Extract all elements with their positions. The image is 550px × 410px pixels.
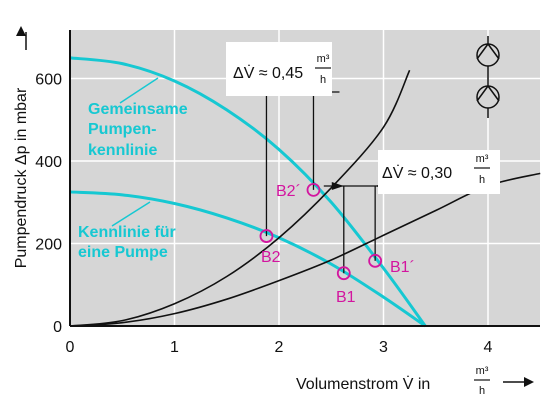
x-tick-labels: 0 1 2 3 4 bbox=[66, 339, 493, 356]
series-group bbox=[69, 56, 541, 328]
pump-symbol-icon bbox=[476, 36, 500, 118]
series-line-0 bbox=[69, 56, 427, 327]
y-tick-labels: 0 200 400 600 bbox=[35, 72, 62, 337]
x-tick-label-1: 1 bbox=[170, 339, 179, 356]
x-tick-label-0: 0 bbox=[66, 339, 75, 356]
y-tick-label-0: 0 bbox=[53, 319, 62, 336]
y-axis-label: Pumpendruck Δp in mbar bbox=[13, 87, 30, 268]
series-line-2 bbox=[69, 69, 411, 327]
y-axis-arrow bbox=[16, 26, 26, 36]
delta-right-label-bg bbox=[378, 150, 500, 194]
series-line-1 bbox=[69, 190, 427, 328]
delta-top-unit-num: m³ bbox=[317, 53, 330, 65]
dim-arrowhead-right-left bbox=[331, 182, 344, 190]
x-axis-label: Volumenstrom V̇ in bbox=[296, 375, 430, 393]
label-single-curve: Kennlinie für eine Pumpe bbox=[78, 224, 176, 261]
point-label-b2prime: B2´ bbox=[276, 183, 301, 200]
y-tick-label-1: 200 bbox=[35, 237, 62, 254]
delta-right-unit-den: h bbox=[479, 174, 485, 186]
delta-top-label: ΔV̇ ≈ 0,45 m³ h bbox=[226, 42, 332, 96]
point-label-b1: B1 bbox=[336, 289, 356, 306]
point-label-b2: B2 bbox=[261, 249, 281, 266]
operating-point-1 bbox=[306, 182, 321, 197]
delta-top-unit-den: h bbox=[320, 74, 326, 86]
x-axis-unit-den: h bbox=[479, 385, 485, 397]
label-single-line1: Kennlinie für bbox=[78, 224, 176, 241]
label-combined-curve: Gemeinsame Pumpen- kennlinie bbox=[88, 101, 188, 159]
leader-single bbox=[111, 201, 151, 227]
label-combined-line1: Gemeinsame bbox=[88, 101, 188, 118]
x-axis-arrow bbox=[524, 377, 534, 387]
operating-point-2 bbox=[336, 266, 351, 281]
leader-combined bbox=[119, 77, 159, 104]
delta-top-prefix: ΔV̇ ≈ 0,45 bbox=[233, 64, 303, 82]
x-tick-label-3: 3 bbox=[379, 339, 388, 356]
operating-point-0 bbox=[259, 229, 274, 243]
delta-top-label-bg bbox=[226, 42, 332, 96]
delta-right-prefix: ΔV̇ ≈ 0,30 bbox=[382, 164, 452, 182]
label-combined-line2: Pumpen- bbox=[88, 121, 156, 138]
operating-point-3 bbox=[368, 253, 383, 268]
x-axis-label-group: Volumenstrom V̇ in m³ h bbox=[296, 365, 534, 397]
x-tick-label-2: 2 bbox=[275, 339, 284, 356]
point-label-b1prime: B1´ bbox=[390, 259, 415, 276]
delta-right-label: ΔV̇ ≈ 0,30 m³ h bbox=[378, 150, 500, 194]
label-combined-line3: kennlinie bbox=[88, 142, 157, 159]
x-axis-unit-num: m³ bbox=[476, 365, 489, 377]
series-line-3 bbox=[69, 172, 541, 327]
label-single-line2: eine Pumpe bbox=[78, 244, 168, 261]
y-tick-label-2: 400 bbox=[35, 154, 62, 171]
x-tick-label-4: 4 bbox=[484, 339, 493, 356]
delta-right-unit-num: m³ bbox=[476, 153, 489, 165]
axes bbox=[69, 30, 540, 327]
y-axis-label-group: Pumpendruck Δp in mbar bbox=[13, 26, 30, 268]
y-tick-label-3: 600 bbox=[35, 72, 62, 89]
